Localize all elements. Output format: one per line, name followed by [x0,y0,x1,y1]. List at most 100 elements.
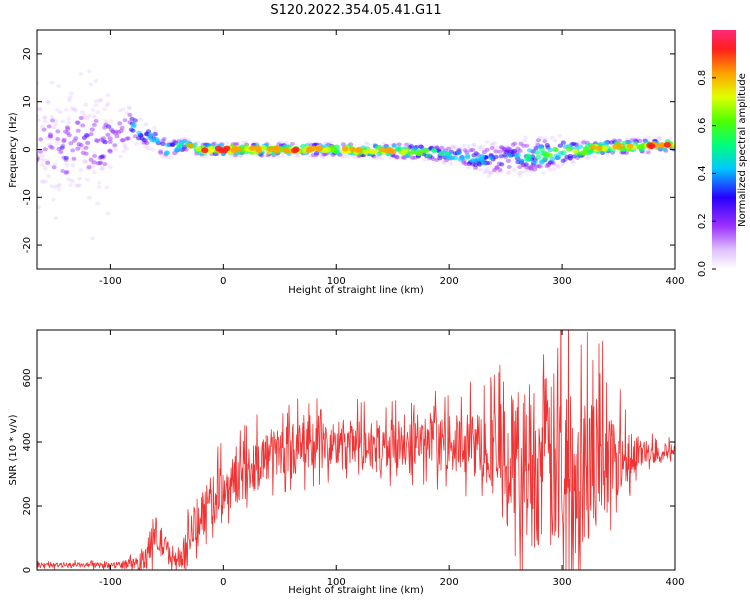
heatmap-cell [98,98,104,102]
heatmap-cell [632,141,639,146]
snr-xtick-label: -100 [99,577,122,588]
heatmap-cell [49,145,55,150]
heatmap-cell [418,144,424,149]
heatmap-cell [543,151,550,157]
heatmap-cell [102,162,108,167]
heatmap-cell [394,154,400,159]
heatmap-cell [77,183,82,188]
heatmap-cell [75,128,81,133]
heatmap-cell [192,152,198,157]
heatmap-cell [102,125,108,130]
heatmap-cell [85,166,91,171]
heatmap-cell [491,169,497,174]
heatmap-cell [499,169,504,174]
heatmap-cell [499,145,504,150]
heatmap-cell [51,197,56,202]
heatmap-cell [56,84,61,88]
heatmap-cell [555,155,562,160]
heatmap-cell [42,166,48,171]
heatmap-cell [374,156,380,161]
heatmap-cell [84,116,90,121]
heatmap-cell [448,161,454,166]
heatmap-cell [48,136,54,141]
heatmap-cell [39,179,45,184]
heatmap-cell [394,155,400,160]
heatmap-cell [648,143,656,150]
heatmap-cell [164,142,171,148]
heatmap-cell [75,146,81,151]
heatmap-cell [66,98,72,103]
heatmap-cell [423,148,430,154]
heatmap-cell [401,149,408,155]
heatmap-xtick-label: 100 [327,276,346,287]
heatmap-cell [539,160,545,165]
snr-ytick-label: 400 [22,432,33,451]
heatmap-cell [61,139,67,144]
heatmap-cell [122,145,128,150]
heatmap-cell [612,144,620,150]
heatmap-cell [88,132,94,137]
heatmap-cell [656,137,662,141]
heatmap-cell [95,110,101,115]
heatmap-cell [90,164,95,169]
heatmap-cell [127,113,133,117]
heatmap-cell [523,162,529,167]
heatmap-cell [139,141,145,146]
heatmap-cell [468,148,474,153]
heatmap-cell [64,162,70,167]
heatmap-cell [529,168,535,173]
heatmap-cell [663,141,671,148]
heatmap-cell [37,156,40,161]
heatmap-cell [493,149,499,154]
heatmap-cell [168,156,174,160]
heatmap-cell [539,147,545,153]
heatmap-cell [63,155,69,160]
heatmap-cell [511,167,517,172]
heatmap-cell [441,160,447,165]
heatmap-cell [46,174,51,179]
heatmap-cell [516,171,522,176]
snr-series-line [37,330,675,570]
heatmap-cell [44,135,50,140]
heatmap-cell [55,141,60,146]
heatmap-cell [431,148,438,154]
heatmap-cell [110,129,116,134]
heatmap-cell [128,127,134,132]
snr-ylabel: SNR (10 * v/v) [8,414,19,485]
heatmap-cell [146,146,151,151]
heatmap-cell [95,161,101,166]
heatmap-cell [657,136,663,141]
heatmap-cell [91,122,97,127]
heatmap-cell [48,144,53,149]
heatmap-cell [404,142,409,147]
heatmap-cell [524,143,530,148]
heatmap-cell [582,146,589,152]
heatmap-cell [98,160,104,165]
heatmap-cell [505,171,511,176]
heatmap-cell [39,153,45,158]
heatmap-cell [183,136,188,141]
heatmap-cell [58,150,64,155]
heatmap-cell [53,216,59,221]
heatmap-cell [542,156,549,161]
heatmap-cell [488,170,494,175]
heatmap-cell [557,134,563,138]
heatmap-cell [547,167,552,172]
heatmap-cell [61,137,67,142]
heatmap-cell [55,129,61,134]
heatmap-cell [289,142,295,146]
heatmap-cell [489,146,495,150]
heatmap-cell [495,170,501,174]
heatmap-cell [103,119,109,124]
heatmap-cell [53,162,58,167]
heatmap-cell [542,136,547,141]
heatmap-cell [478,156,484,162]
heatmap-cell [97,180,102,185]
heatmap-cell [119,125,125,130]
heatmap-cell [536,163,542,168]
heatmap-cell [64,125,70,130]
snr-xtick-label: 400 [665,577,684,588]
heatmap-cell [517,165,523,170]
heatmap-cell [551,167,557,171]
heatmap-cell [80,123,86,128]
